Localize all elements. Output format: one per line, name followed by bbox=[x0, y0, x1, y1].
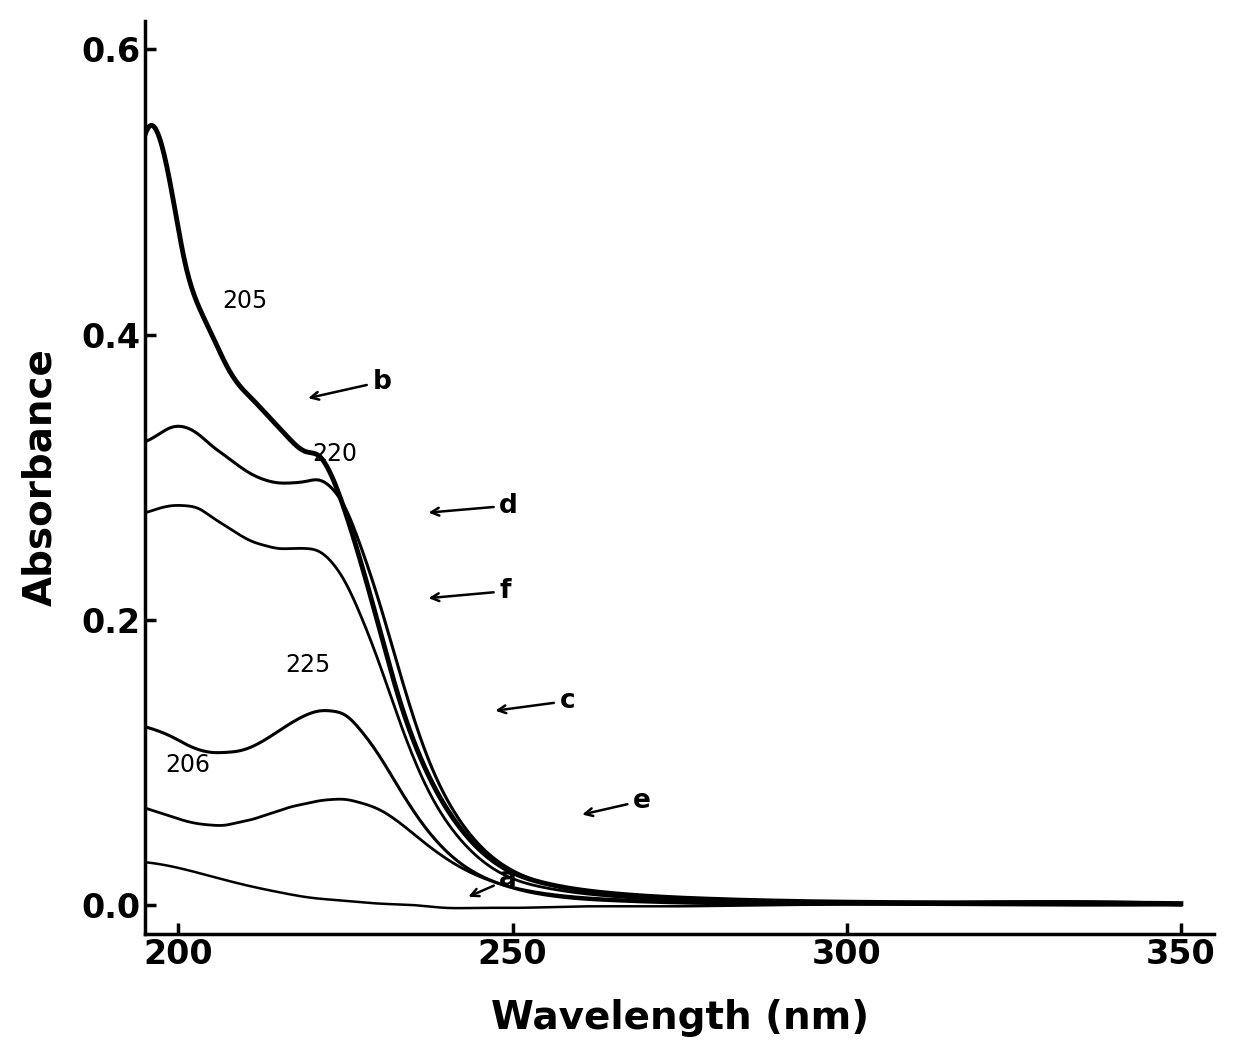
Text: b: b bbox=[311, 368, 391, 400]
Text: f: f bbox=[432, 579, 511, 604]
Text: 205: 205 bbox=[222, 289, 267, 313]
Text: e: e bbox=[585, 788, 651, 816]
Text: 225: 225 bbox=[285, 653, 331, 677]
Text: 206: 206 bbox=[165, 752, 210, 777]
Text: a: a bbox=[471, 867, 517, 896]
Text: c: c bbox=[498, 688, 575, 714]
Text: 220: 220 bbox=[312, 442, 357, 466]
Text: d: d bbox=[432, 493, 518, 518]
X-axis label: Wavelength (nm): Wavelength (nm) bbox=[491, 999, 869, 1037]
Y-axis label: Absorbance: Absorbance bbox=[21, 348, 58, 606]
